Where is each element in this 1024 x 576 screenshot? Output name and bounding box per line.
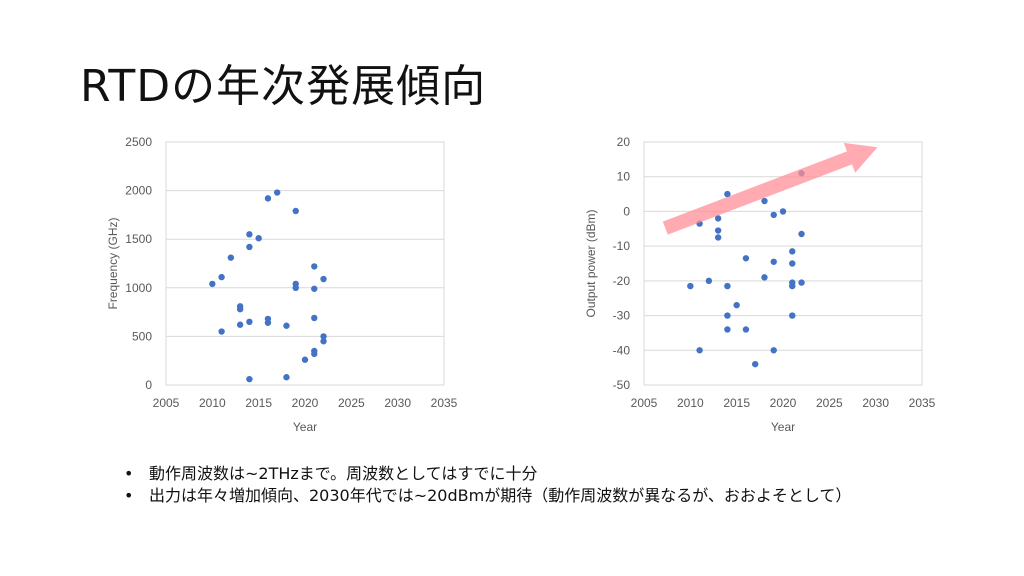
bullet-dot-icon: • bbox=[124, 486, 134, 505]
y-tick-label: 2500 bbox=[125, 135, 152, 149]
output-power-chart: -50 -40 -30 -20 -10 0 10 20 2005 2010 2015 2020 2025… bbox=[584, 135, 936, 434]
data-point bbox=[283, 322, 290, 329]
x-tick-label: 2030 bbox=[862, 396, 889, 410]
x-axis-title: Year bbox=[771, 420, 795, 434]
x-tick-label: 2010 bbox=[199, 396, 226, 410]
data-point bbox=[770, 211, 777, 219]
data-point bbox=[789, 312, 796, 319]
data-point bbox=[311, 285, 318, 292]
x-tick-label: 2025 bbox=[816, 396, 843, 410]
data-point bbox=[724, 326, 731, 333]
data-point bbox=[714, 227, 722, 234]
x-tick-label: 2035 bbox=[431, 396, 458, 410]
y-tick-label: -40 bbox=[613, 343, 631, 357]
data-point bbox=[292, 207, 299, 215]
plot-area bbox=[165, 141, 445, 386]
x-tick-label: 2015 bbox=[723, 396, 750, 410]
y-tick-label: -30 bbox=[613, 309, 631, 323]
x-tick-label: 2030 bbox=[384, 396, 411, 410]
data-point bbox=[311, 350, 318, 358]
trend-arrow bbox=[662, 142, 878, 235]
data-point bbox=[301, 356, 309, 363]
bullet-text: 動作周波数は~2THzまで。周波数としてはすでに十分 bbox=[149, 464, 538, 483]
data-point bbox=[798, 279, 805, 286]
data-point bbox=[724, 190, 731, 198]
y-tick-label: 0 bbox=[145, 378, 152, 392]
data-point bbox=[789, 260, 796, 267]
data-point bbox=[789, 248, 796, 255]
data-point bbox=[236, 321, 244, 328]
data-point bbox=[724, 282, 731, 290]
y-tick-label: 1500 bbox=[125, 232, 152, 246]
data-point bbox=[742, 255, 750, 262]
y-tick-label: -10 bbox=[613, 239, 631, 253]
data-point bbox=[255, 235, 262, 242]
bullet-list: • 動作周波数は~2THzまで。周波数としてはすでに十分 • 出力は年々増加傾向… bbox=[120, 463, 960, 507]
y-axis-title: Frequency (GHz) bbox=[106, 217, 120, 309]
x-tick-label: 2015 bbox=[245, 396, 272, 410]
data-point bbox=[320, 275, 327, 283]
data-point bbox=[246, 231, 253, 238]
data-point bbox=[687, 282, 694, 290]
data-point bbox=[264, 319, 272, 326]
y-tick-label: -50 bbox=[613, 378, 631, 392]
data-point bbox=[246, 243, 253, 251]
data-point bbox=[274, 189, 281, 196]
data-point bbox=[714, 234, 722, 241]
data-point bbox=[246, 375, 253, 383]
x-tick-label: 2020 bbox=[770, 396, 797, 410]
data-point bbox=[320, 333, 327, 340]
data-point bbox=[236, 305, 244, 313]
x-axis-title: Year bbox=[293, 420, 317, 434]
y-tick-label: 1000 bbox=[125, 281, 152, 295]
data-point bbox=[218, 273, 225, 281]
y-tick-label: -20 bbox=[613, 274, 631, 288]
bullet-text: 出力は年々増加傾向、2030年代では~20dBmが期待（動作周波数が異なるが、お… bbox=[149, 486, 852, 505]
data-point bbox=[714, 215, 722, 222]
data-point bbox=[696, 347, 703, 354]
bullet-item: • 動作周波数は~2THzまで。周波数としてはすでに十分 bbox=[120, 463, 960, 485]
y-tick-label: 500 bbox=[132, 329, 152, 343]
x-tick-label: 2035 bbox=[909, 396, 936, 410]
data-point bbox=[311, 263, 318, 270]
bullet-dot-icon: • bbox=[124, 464, 134, 483]
y-axis-title: Output power (dBm) bbox=[584, 209, 598, 317]
data-point bbox=[779, 208, 787, 215]
data-point bbox=[227, 254, 235, 261]
data-point bbox=[761, 274, 768, 281]
data-point bbox=[789, 282, 796, 290]
slide-title: RTDの年次発展傾向 bbox=[80, 61, 487, 112]
x-tick-label: 2010 bbox=[677, 396, 704, 410]
data-point bbox=[770, 258, 777, 265]
data-point bbox=[705, 277, 713, 285]
data-point bbox=[283, 374, 290, 381]
data-point bbox=[761, 197, 768, 205]
data-point bbox=[733, 301, 740, 309]
data-point bbox=[218, 328, 225, 335]
bullet-item: • 出力は年々増加傾向、2030年代では~20dBmが期待（動作周波数が異なるが… bbox=[120, 485, 960, 507]
frequency-chart: 0 500 1000 1500 2000 2500 2005 2010 2015 2020 2025… bbox=[106, 135, 458, 434]
data-point bbox=[292, 284, 299, 291]
data-point bbox=[770, 347, 777, 354]
x-tick-label: 2005 bbox=[631, 396, 658, 410]
data-point bbox=[311, 314, 318, 322]
y-tick-label: 2000 bbox=[125, 184, 152, 198]
data-point bbox=[798, 230, 805, 238]
data-point bbox=[209, 280, 216, 288]
y-tick-label: 20 bbox=[617, 135, 631, 149]
data-point bbox=[752, 360, 759, 368]
x-tick-label: 2025 bbox=[338, 396, 365, 410]
data-point bbox=[742, 326, 750, 333]
plot-area bbox=[643, 141, 923, 386]
y-tick-label: 10 bbox=[617, 170, 631, 184]
data-point bbox=[320, 338, 327, 345]
data-point bbox=[246, 318, 253, 326]
y-tick-label: 0 bbox=[623, 204, 630, 218]
x-tick-label: 2005 bbox=[153, 396, 180, 410]
x-tick-label: 2020 bbox=[292, 396, 319, 410]
data-point bbox=[264, 195, 272, 202]
data-point bbox=[724, 312, 731, 319]
